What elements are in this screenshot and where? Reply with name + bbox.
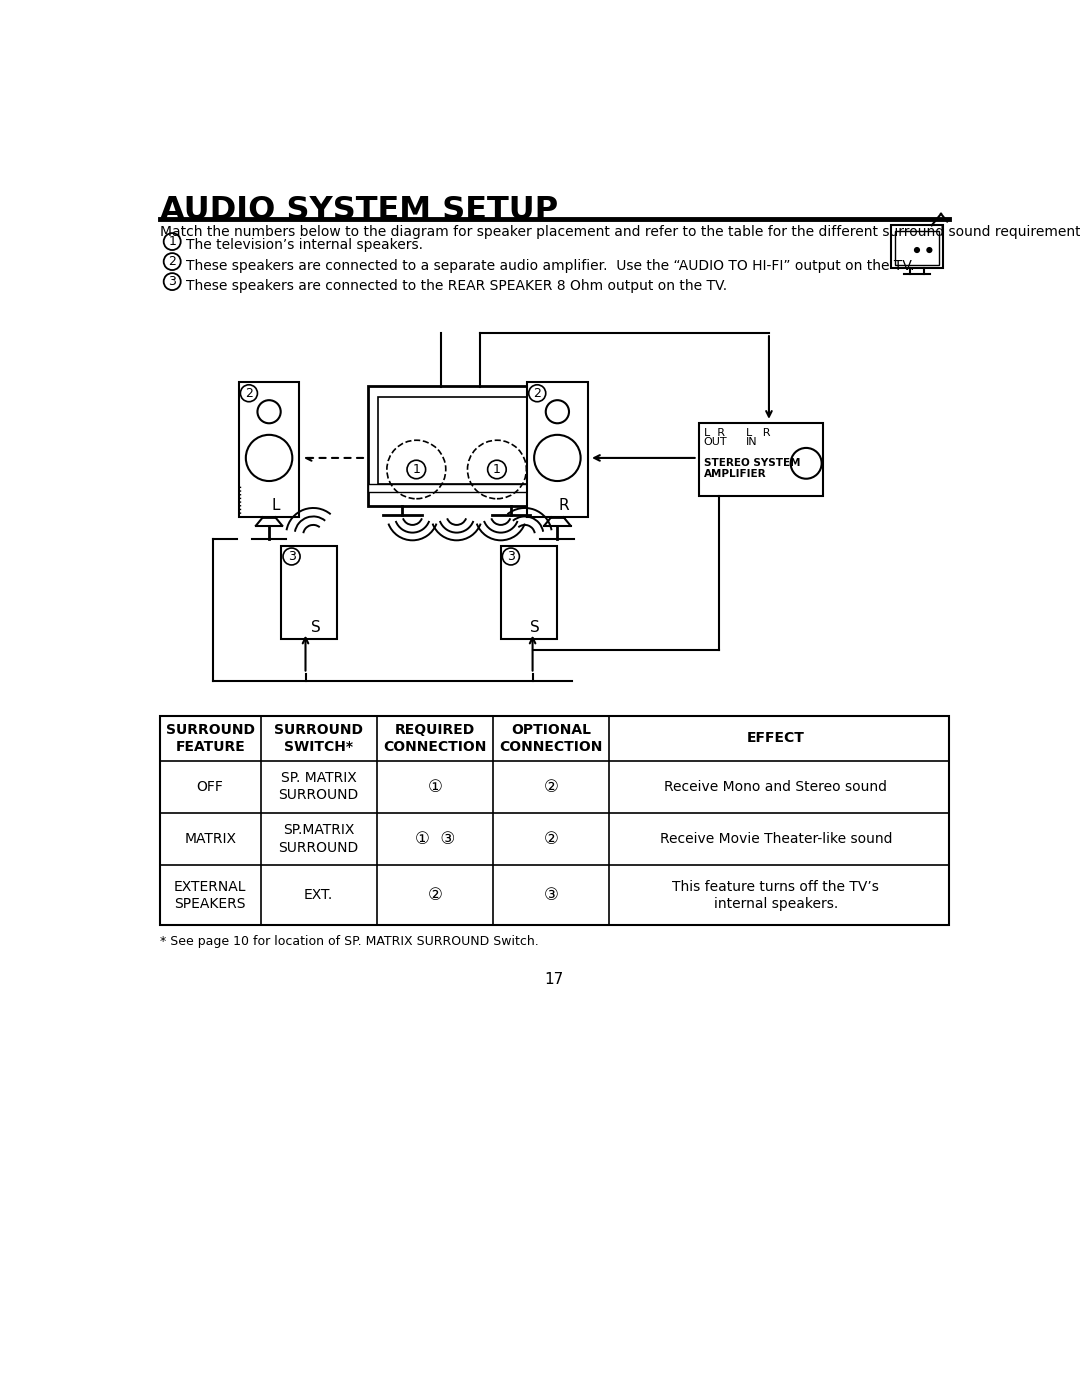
Text: These speakers are connected to the REAR SPEAKER 8 Ohm output on the TV.: These speakers are connected to the REAR…: [186, 278, 727, 292]
Bar: [378, 397, 535, 485]
Text: EFFECT: EFFECT: [747, 731, 805, 745]
Bar: [894, 231, 940, 264]
Text: 3: 3: [287, 550, 296, 563]
Text: SURROUND
FEATURE: SURROUND FEATURE: [165, 722, 255, 754]
Text: Receive Mono and Stereo sound: Receive Mono and Stereo sound: [664, 780, 888, 793]
Text: ②: ②: [543, 830, 558, 848]
Bar: [699, 422, 823, 496]
Text: AUDIO SYSTEM SETUP: AUDIO SYSTEM SETUP: [160, 194, 558, 225]
Text: EXTERNAL
SPEAKERS: EXTERNAL SPEAKERS: [174, 880, 246, 911]
Text: ①: ①: [428, 778, 443, 796]
Text: 2: 2: [534, 387, 541, 400]
Text: AMPLIFIER: AMPLIFIER: [704, 469, 767, 479]
Text: OPTIONAL
CONNECTION: OPTIONAL CONNECTION: [499, 722, 603, 754]
Text: R: R: [558, 497, 569, 513]
Text: STEREO SYSTEM: STEREO SYSTEM: [704, 458, 800, 468]
Bar: [891, 225, 943, 268]
Text: ③: ③: [543, 886, 558, 904]
Bar: [160, 715, 948, 925]
Text: 3: 3: [168, 275, 176, 288]
Text: * See page 10 for location of SP. MATRIX SURROUND Switch.: * See page 10 for location of SP. MATRIX…: [160, 935, 539, 947]
Text: Receive Movie Theater-like sound: Receive Movie Theater-like sound: [660, 833, 892, 847]
Bar: [239, 383, 299, 517]
Text: 2: 2: [168, 256, 176, 268]
Text: SP. MATRIX
SURROUND: SP. MATRIX SURROUND: [279, 771, 359, 802]
Text: OUT: OUT: [704, 437, 728, 447]
Text: MATRIX: MATRIX: [185, 833, 237, 847]
Text: 1: 1: [168, 235, 176, 249]
Text: Match the numbers below to the diagram for speaker placement and refer to the ta: Match the numbers below to the diagram f…: [160, 225, 1080, 239]
Bar: [501, 546, 556, 638]
Text: 17: 17: [544, 971, 563, 986]
Text: SURROUND
SWITCH*: SURROUND SWITCH*: [274, 722, 363, 754]
Text: 3: 3: [507, 550, 515, 563]
Bar: [367, 387, 545, 506]
Text: These speakers are connected to a separate audio amplifier.  Use the “AUDIO TO H: These speakers are connected to a separa…: [186, 258, 915, 272]
Text: S: S: [311, 620, 321, 636]
Bar: [367, 485, 545, 492]
Text: ②: ②: [543, 778, 558, 796]
Text: OFF: OFF: [197, 780, 224, 793]
Text: 1: 1: [492, 462, 501, 476]
Text: REQUIRED
CONNECTION: REQUIRED CONNECTION: [383, 722, 487, 754]
Text: S: S: [530, 620, 540, 636]
Text: SP.MATRIX
SURROUND: SP.MATRIX SURROUND: [279, 823, 359, 855]
Text: ②: ②: [428, 886, 443, 904]
Circle shape: [927, 247, 932, 253]
Text: IN: IN: [745, 437, 757, 447]
Text: 2: 2: [245, 387, 253, 400]
Text: The television’s internal speakers.: The television’s internal speakers.: [186, 239, 423, 253]
Text: L  R: L R: [704, 427, 725, 437]
Text: 1: 1: [413, 462, 420, 476]
Text: This feature turns off the TV’s
internal speakers.: This feature turns off the TV’s internal…: [673, 880, 879, 911]
Text: EXT.: EXT.: [305, 888, 334, 902]
Text: ①  ③: ① ③: [415, 830, 455, 848]
Circle shape: [914, 247, 920, 253]
Text: L: L: [271, 497, 280, 513]
Text: L   R: L R: [745, 427, 770, 437]
Bar: [527, 383, 588, 517]
Bar: [282, 546, 337, 638]
